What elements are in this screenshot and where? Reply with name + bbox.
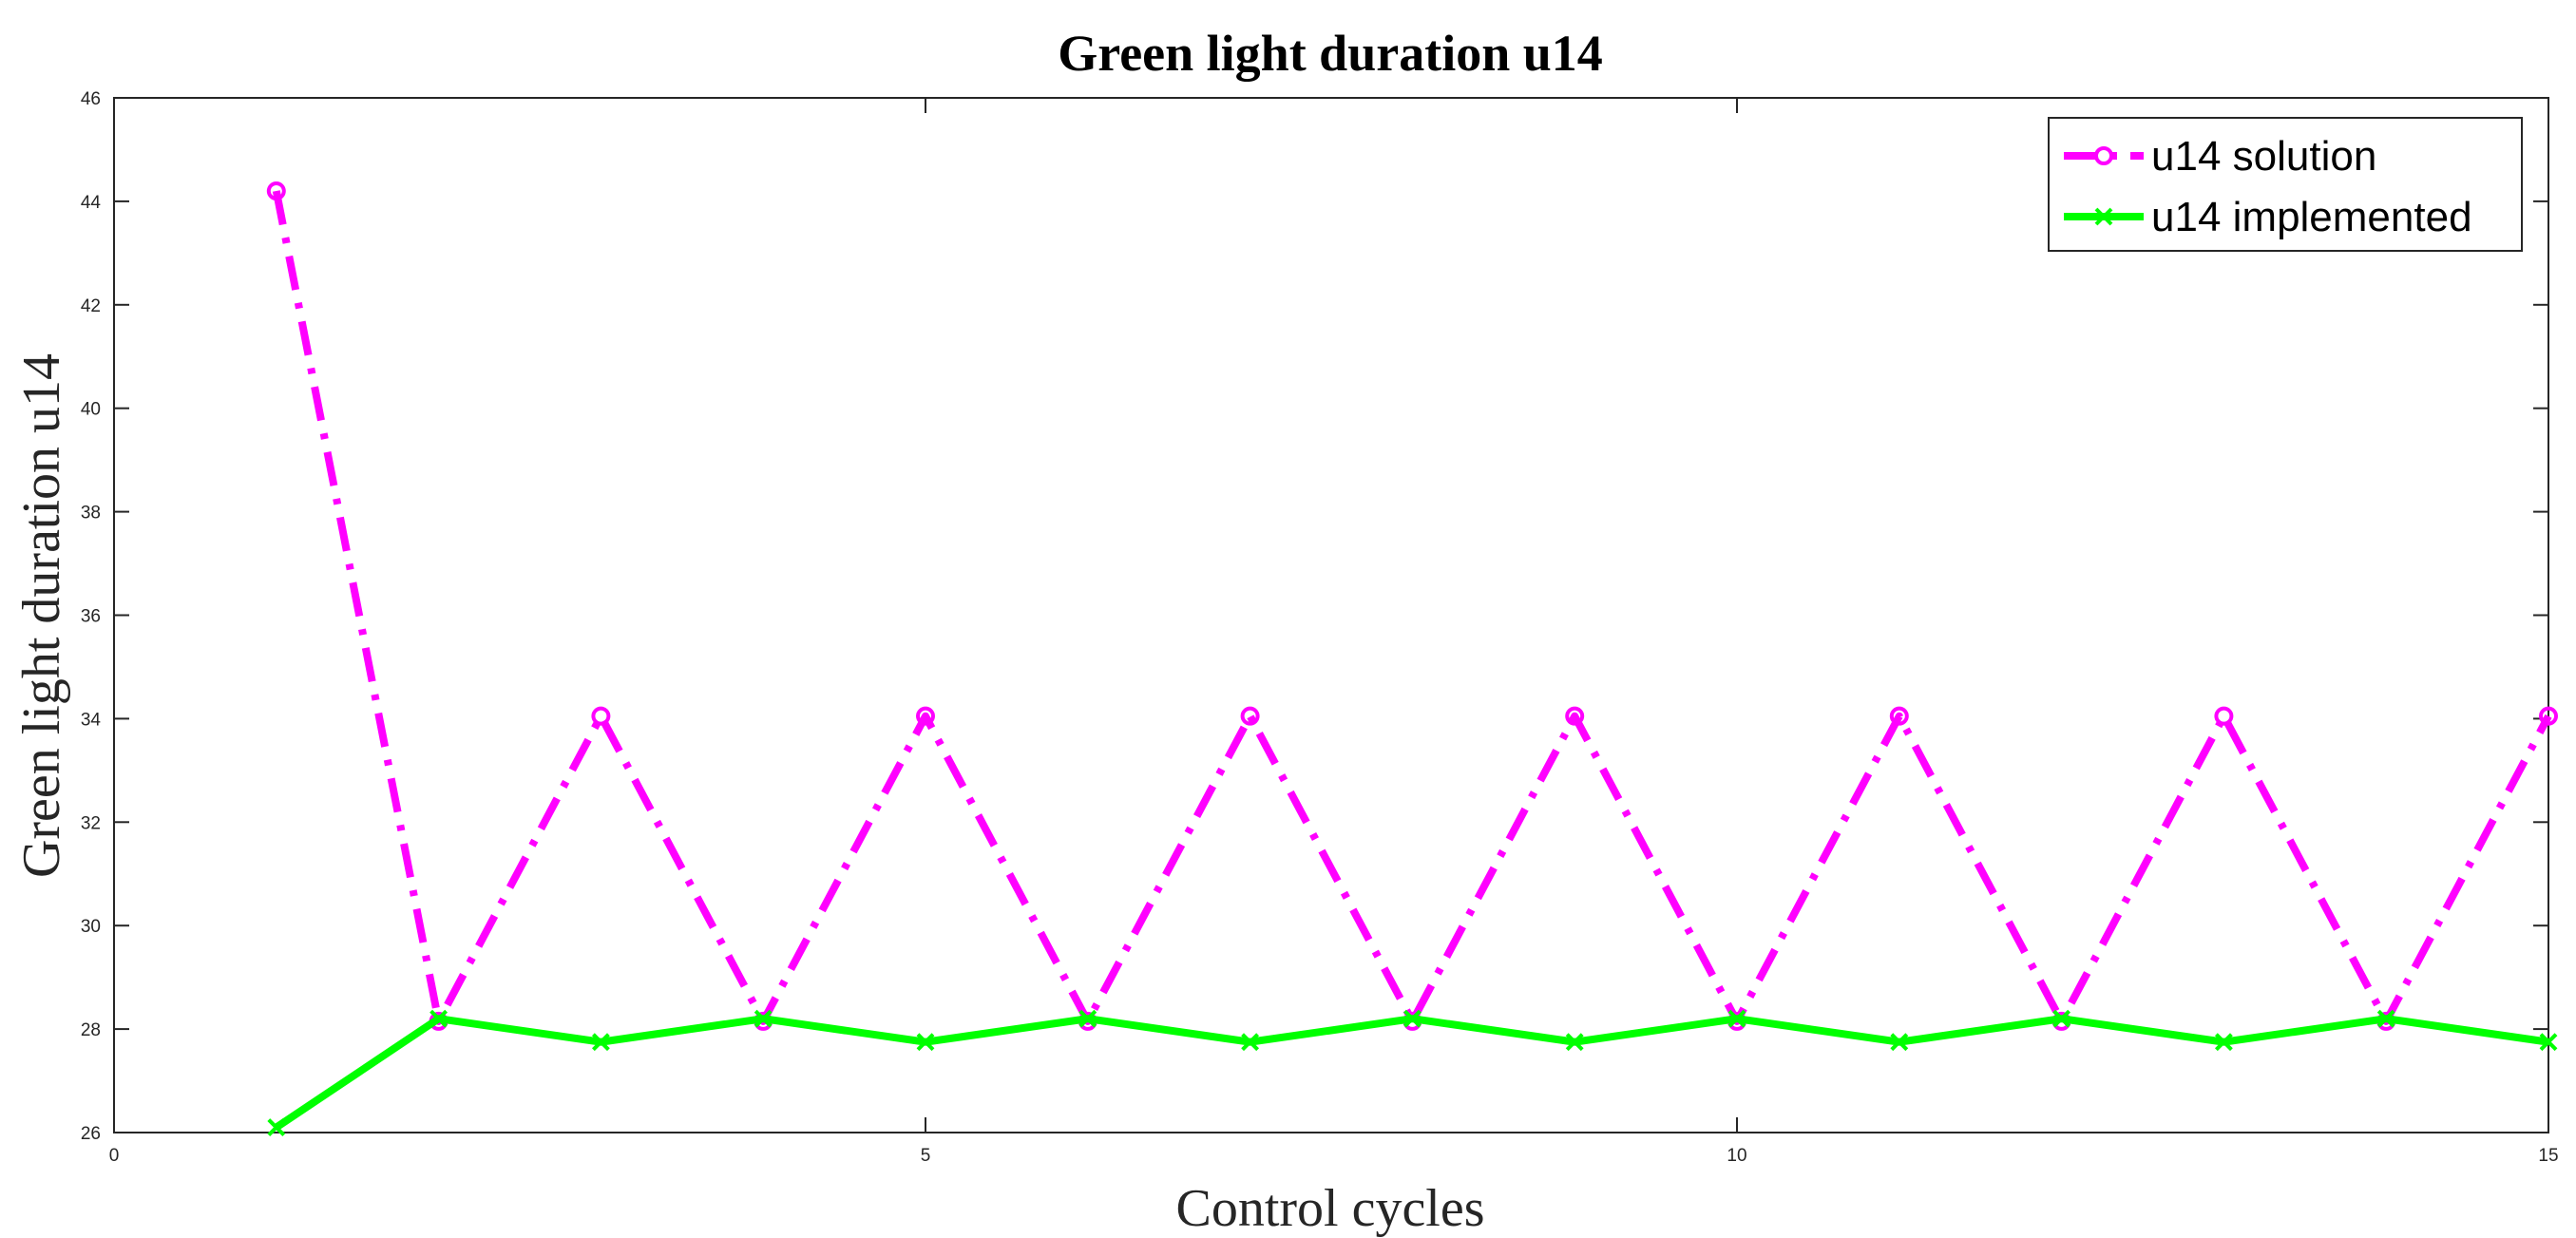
data-point-u14-implemented [591, 1033, 610, 1052]
marker-stroke [591, 1033, 610, 1052]
data-point-u14-solution [266, 181, 286, 201]
marker-stroke [1890, 1033, 1909, 1052]
data-point-u14-solution [591, 706, 611, 726]
y-tick-labels: 26 28 30 32 34 36 38 40 42 44 46 [81, 89, 102, 1144]
marker-stroke [1402, 1009, 1422, 1028]
legend-marker-u14-solution [2094, 146, 2113, 165]
data-point-u14-implemented [1890, 1033, 1909, 1052]
data-point-u14-implemented [916, 1033, 935, 1052]
marker-stroke [2376, 1009, 2395, 1028]
x-tick-labels: 0 5 10 15 [109, 1146, 2559, 1166]
data-point-u14-implemented [1078, 1009, 1097, 1028]
data-point-u14-implemented [1402, 1009, 1422, 1028]
data-point-u14-solution [1889, 706, 1909, 726]
y-tick-label: 32 [81, 813, 101, 833]
marker-stroke [2094, 207, 2113, 226]
chart-title: Green light duration u14 [1058, 25, 1603, 82]
data-point-u14-implemented [1241, 1033, 1260, 1052]
marker-stroke [1565, 1033, 1584, 1052]
x-tick-label: 15 [2538, 1146, 2558, 1166]
legend-label-u14-solution: u14 solution [2151, 133, 2376, 180]
series-layer [266, 181, 2558, 1136]
y-tick-label: 40 [81, 400, 101, 420]
x-tick-label: 0 [109, 1146, 120, 1166]
x-tick-label: 5 [921, 1146, 931, 1166]
marker-stroke [2539, 1033, 2558, 1052]
data-point-u14-implemented [2376, 1009, 2395, 1028]
y-axis-label: Green light duration u14 [12, 353, 71, 878]
data-point-u14-solution [1565, 706, 1585, 726]
y-tick-label: 34 [81, 710, 102, 730]
y-tick-label: 36 [81, 607, 101, 627]
legend: u14 solution u14 implemented [2048, 117, 2523, 252]
marker-stroke [916, 1033, 935, 1052]
y-tick-label: 30 [81, 917, 101, 937]
data-point-u14-solution [916, 706, 935, 726]
y-tick-label: 42 [81, 296, 101, 316]
y-tick-label: 26 [81, 1124, 101, 1144]
marker-stroke [754, 1009, 773, 1028]
marker-stroke [429, 1009, 448, 1028]
legend-box [2048, 117, 2523, 252]
data-point-u14-solution [2214, 706, 2234, 726]
marker-stroke [2214, 1033, 2233, 1052]
y-tick-label: 38 [81, 504, 101, 524]
legend-label-u14-implemented: u14 implemented [2151, 194, 2472, 240]
data-point-u14-implemented [754, 1009, 773, 1028]
plot-area-frame [113, 97, 2549, 1133]
data-point-u14-implemented [1565, 1033, 1584, 1052]
data-point-u14-implemented [267, 1118, 286, 1136]
x-tick-label: 10 [1727, 1146, 1746, 1166]
y-tick-label: 46 [81, 89, 101, 109]
data-point-u14-implemented [1727, 1009, 1746, 1028]
marker-stroke [267, 1118, 286, 1136]
series-line-u14-solution [272, 190, 2552, 1025]
data-point-u14-implemented [2214, 1033, 2233, 1052]
data-point-u14-implemented [2052, 1009, 2071, 1028]
marker-stroke [2052, 1009, 2071, 1028]
data-point-u14-solution [1240, 706, 1260, 726]
marker-stroke [1078, 1009, 1097, 1028]
marker-stroke [1727, 1009, 1746, 1028]
y-tick-label: 28 [81, 1020, 101, 1040]
data-point-u14-implemented [429, 1009, 448, 1028]
x-axis-label: Control cycles [1175, 1179, 1484, 1238]
data-point-u14-solution [2539, 706, 2558, 726]
legend-marker-u14-implemented [2094, 207, 2113, 226]
marker-stroke [1241, 1033, 1260, 1052]
data-point-u14-implemented [2539, 1033, 2558, 1052]
y-tick-label: 44 [81, 193, 102, 213]
